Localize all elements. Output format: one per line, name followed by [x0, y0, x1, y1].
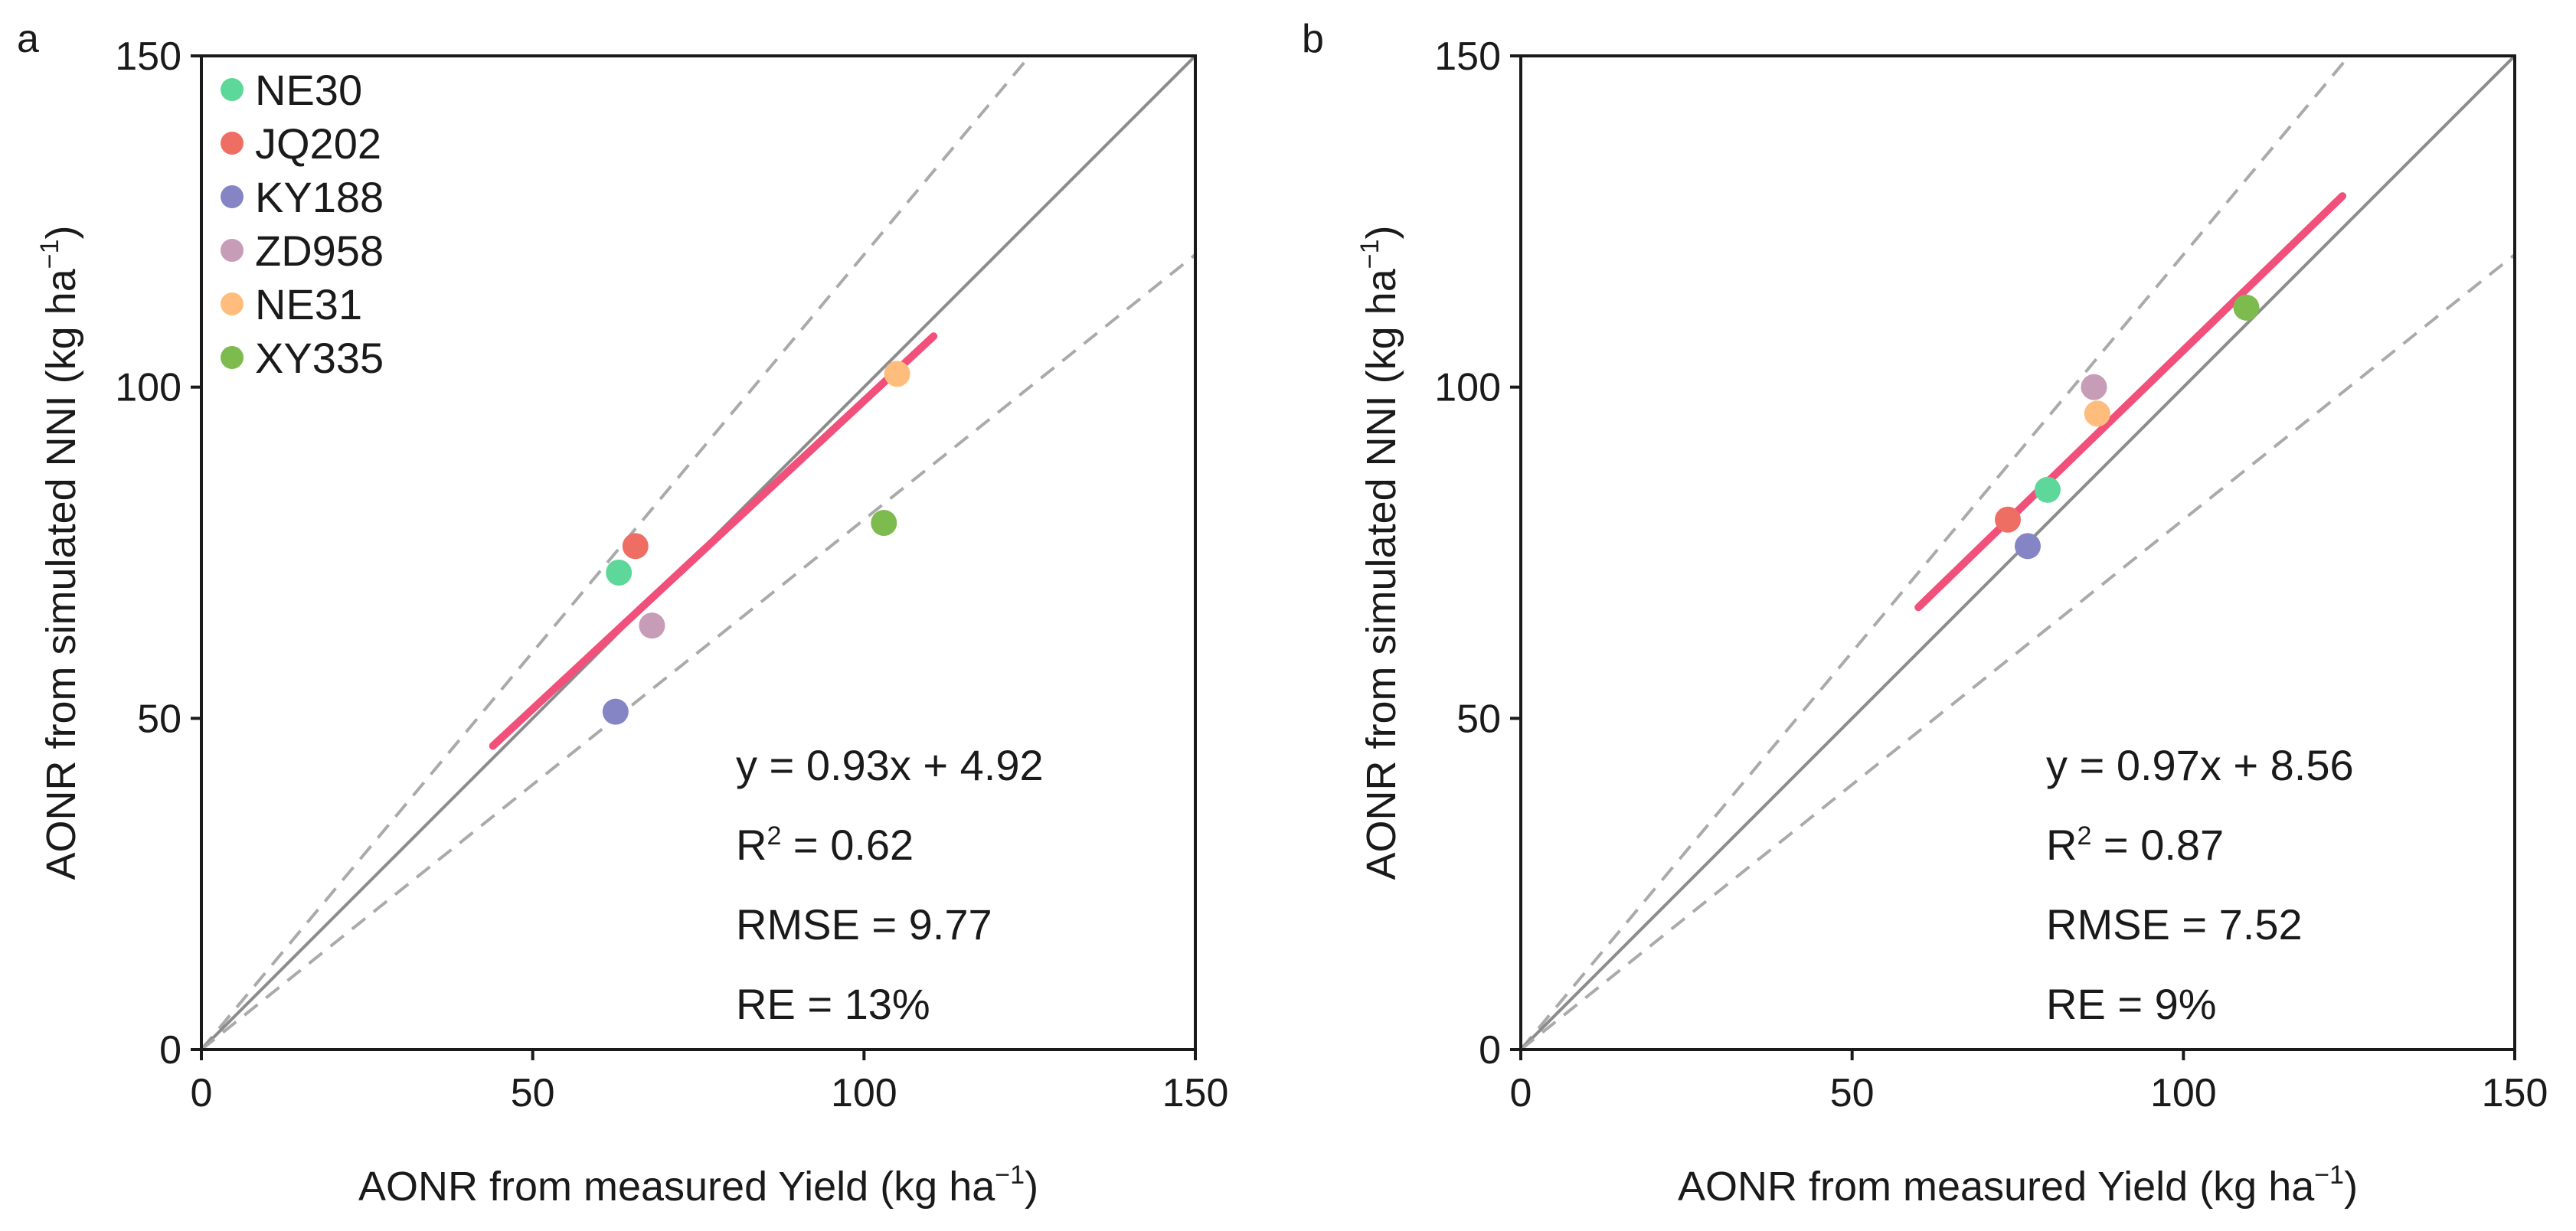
panel-a-legend-label: XY335 — [255, 334, 384, 382]
panel-b-equation: y = 0.97x + 8.56 — [2046, 741, 2354, 789]
panel-a: a 0 50 100 150 0 50 100 150 NE30 JQ202 KY188 ZD95… — [17, 17, 1229, 1210]
panel-b-frame — [1519, 54, 2516, 1051]
panel-a-point-xy335 — [871, 510, 897, 537]
panel-a-legend-label: KY188 — [255, 173, 384, 221]
panel-a-x-tick-label: 50 — [511, 1071, 555, 1115]
panel-a-point-ky188 — [602, 698, 629, 725]
panel-a-legend-marker — [221, 239, 244, 262]
panel-b-r2: R2 = 0.87 — [2046, 821, 2224, 869]
panel-a-r2-label: R — [736, 821, 767, 869]
panel-a-r2: R2 = 0.62 — [736, 821, 914, 869]
panel-b-letter: b — [1302, 17, 1324, 61]
panel-a-lower-bound-line — [201, 253, 1195, 1050]
panel-a-y-ticks: 0 50 100 150 — [115, 34, 201, 1073]
panel-a-equation: y = 0.93x + 4.92 — [736, 741, 1044, 789]
panel-a-legend-marker — [221, 185, 244, 208]
panel-b-y-tick-label: 50 — [1456, 697, 1501, 741]
panel-a-r2-value: = 0.62 — [781, 821, 914, 869]
panel-a-legend-label: NE30 — [255, 66, 362, 114]
panel-b-y-ticks: 0 50 100 150 — [1434, 34, 1521, 1073]
panel-a-legend-marker — [221, 292, 244, 315]
panel-a-x-tick-label: 100 — [831, 1071, 897, 1115]
panel-b-fit-line — [1914, 192, 2347, 612]
panel-b-rmse: RMSE = 7.52 — [2046, 900, 2303, 949]
panel-a-legend-label: NE31 — [255, 280, 362, 328]
panel-b-r2-label: R — [2046, 821, 2077, 869]
panel-b-points — [1995, 294, 2260, 560]
panel-b-r2-value: = 0.87 — [2091, 821, 2224, 869]
panel-b-upper-bound-line — [1521, 56, 2352, 1050]
panel-b: b 0 50 100 150 0 50 100 150 y = 0.97x + 8.56 R… — [1302, 17, 2548, 1210]
panel-b-y-tick-label: 150 — [1434, 34, 1501, 79]
panel-b-point-ne30 — [2034, 476, 2061, 503]
panel-a-legend-label: JQ202 — [255, 119, 381, 168]
panel-b-y-axis-label: AONR from simulated NNI (kg ha−1) — [1355, 226, 1404, 880]
panel-a-r2-sup: 2 — [767, 821, 781, 851]
panel-a-stats: y = 0.93x + 4.92 R2 = 0.62 RMSE = 9.77 R… — [736, 741, 1044, 1028]
panel-a-x-axis-label: AONR from measured Yield (kg ha−1) — [358, 1161, 1038, 1210]
panel-a-legend-marker — [221, 132, 244, 155]
panel-a-rmse: RMSE = 9.77 — [736, 900, 992, 949]
panel-a-legend-marker — [221, 346, 244, 369]
panel-b-x-tick-label: 100 — [2150, 1071, 2217, 1115]
panel-a-point-ne31 — [884, 361, 910, 387]
panel-a-legend: NE30 JQ202 KY188 ZD958 NE31 XY335 — [221, 66, 384, 382]
panel-b-x-axis-label: AONR from measured Yield (kg ha−1) — [1678, 1161, 2358, 1210]
panel-b-lower-bound-line — [1521, 253, 2515, 1050]
panel-a-frame — [200, 54, 1197, 1051]
panel-a-x-tick-label: 150 — [1162, 1071, 1229, 1115]
panel-b-x-tick-label: 150 — [2482, 1071, 2548, 1115]
panel-a-x-ticks: 0 50 100 150 — [191, 1050, 1229, 1115]
panel-a-point-ne30 — [606, 559, 633, 586]
panel-a-legend-label: ZD958 — [255, 227, 384, 275]
panel-a-point-zd958 — [639, 612, 665, 639]
panel-a-y-tick-label: 150 — [115, 34, 181, 79]
panel-a-x-tick-label: 0 — [191, 1071, 213, 1115]
panel-b-point-ne31 — [2084, 400, 2110, 427]
panel-b-y-tick-label: 0 — [1479, 1028, 1501, 1073]
panel-b-plot-area: 0 50 100 150 0 50 100 150 y = 0.97x + 8.56 R2 … — [1434, 34, 2548, 1115]
panel-a-fit-line — [489, 332, 938, 750]
panel-a-point-jq202 — [622, 533, 649, 560]
panel-a-upper-bound-line — [201, 56, 1032, 1050]
panel-b-point-zd958 — [2081, 374, 2107, 400]
panel-b-stats: y = 0.97x + 8.56 R2 = 0.87 RMSE = 7.52 R… — [2046, 741, 2354, 1028]
panel-a-points — [602, 361, 910, 725]
panel-a-y-tick-label: 100 — [115, 366, 181, 410]
panel-b-x-tick-label: 50 — [1830, 1071, 1875, 1115]
panel-b-y-tick-label: 100 — [1434, 366, 1501, 410]
panel-b-point-xy335 — [2233, 294, 2260, 321]
panel-b-x-tick-label: 0 — [1510, 1071, 1532, 1115]
panel-b-point-jq202 — [1995, 506, 2022, 533]
panel-a-y-tick-label: 50 — [137, 697, 181, 741]
panel-b-r2-sup: 2 — [2077, 821, 2091, 851]
panel-a-re: RE = 13% — [736, 980, 930, 1028]
panel-a-legend-marker — [221, 78, 244, 101]
panel-a-letter: a — [17, 17, 39, 61]
panel-b-re: RE = 9% — [2046, 980, 2217, 1028]
panel-a-y-axis-label: AONR from simulated NNI (kg ha−1) — [35, 226, 84, 880]
panel-a-y-tick-label: 0 — [159, 1028, 181, 1073]
panel-b-x-ticks: 0 50 100 150 — [1510, 1050, 2548, 1115]
panel-b-point-ky188 — [2014, 533, 2041, 560]
